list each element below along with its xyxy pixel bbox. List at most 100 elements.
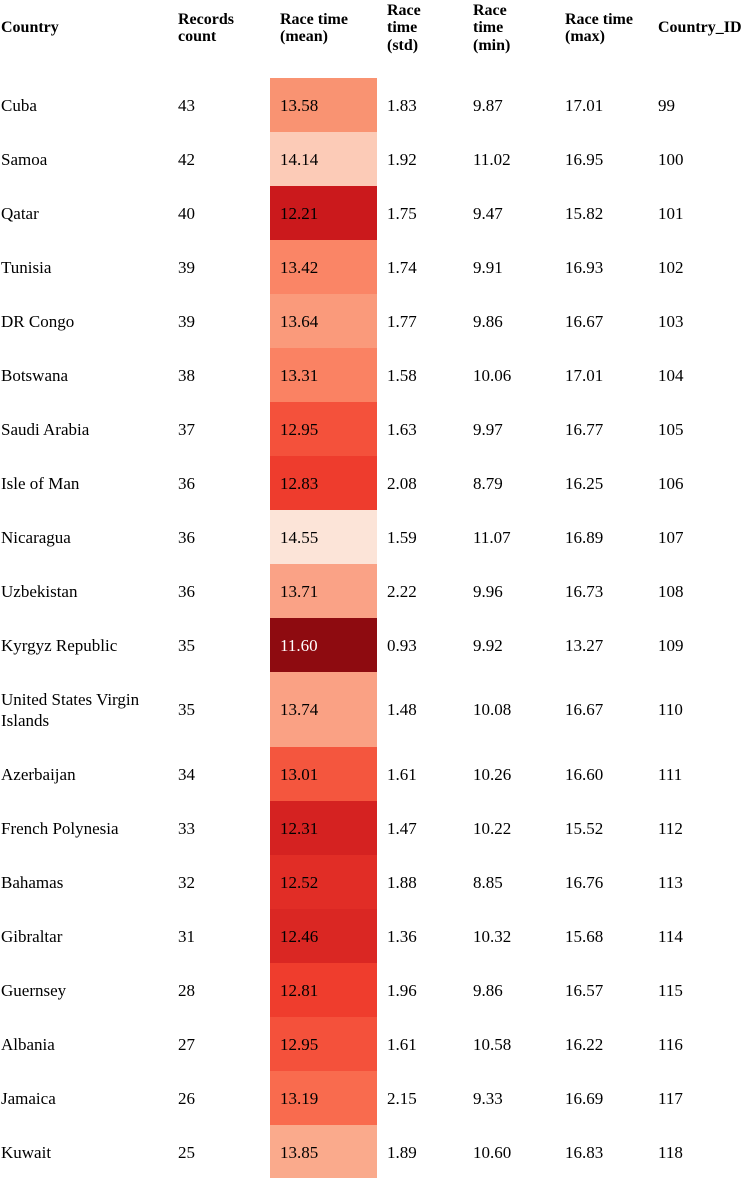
race-time-mean-heatmap-cell: 13.58 <box>270 78 377 132</box>
race-time-max-cell: 16.73 <box>565 581 604 601</box>
table-row: DR Congo 39 13.64 1.77 9.86 16.67 103 <box>0 294 750 348</box>
race-time-std-cell: 1.96 <box>387 980 417 1000</box>
records-count-cell: 35 <box>178 700 195 719</box>
race-time-min-cell: 8.79 <box>473 473 503 493</box>
race-time-min-cell: 9.96 <box>473 581 503 601</box>
table-row: Bahamas 32 12.52 1.88 8.85 16.76 113 <box>0 855 750 909</box>
country-cell: Tunisia <box>1 257 52 277</box>
country-id-cell: 109 <box>658 635 684 655</box>
table-row: Tunisia 39 13.42 1.74 9.91 16.93 102 <box>0 240 750 294</box>
race-time-mean-heatmap-cell: 14.55 <box>270 510 377 564</box>
country-id-cell: 105 <box>658 419 684 439</box>
records-count-cell: 32 <box>178 872 195 892</box>
race-time-min-cell: 10.60 <box>473 1142 512 1162</box>
race-time-min-cell: 10.08 <box>473 700 512 719</box>
country-id-cell: 106 <box>658 473 684 493</box>
table-row: Azerbaijan 34 13.01 1.61 10.26 16.60 111 <box>0 747 750 801</box>
race-time-max-cell: 16.93 <box>565 257 604 277</box>
race-time-min-cell: 8.85 <box>473 872 503 892</box>
race-time-std-cell: 1.74 <box>387 257 417 277</box>
records-count-cell: 31 <box>178 926 195 946</box>
race-time-min-cell: 9.91 <box>473 257 503 277</box>
country-cell: Kyrgyz Republic <box>1 635 118 655</box>
records-count-cell: 27 <box>178 1034 195 1054</box>
race-time-std-cell: 1.75 <box>387 203 417 223</box>
race-time-mean-heatmap-cell: 13.31 <box>270 348 377 402</box>
race-time-max-cell: 16.69 <box>565 1088 604 1108</box>
race-time-min-cell: 10.26 <box>473 764 512 784</box>
records-count-cell: 26 <box>178 1088 195 1108</box>
country-cell: Kuwait <box>1 1142 52 1162</box>
race-time-min-cell: 10.22 <box>473 818 512 838</box>
column-header-race-time-min: Race time (min) <box>473 1 511 54</box>
race-time-min-cell: 9.97 <box>473 419 503 439</box>
country-id-cell: 114 <box>658 926 683 946</box>
table-row: Uzbekistan 36 13.71 2.22 9.96 16.73 108 <box>0 564 750 618</box>
records-count-cell: 36 <box>178 473 195 493</box>
race-time-max-cell: 16.60 <box>565 764 604 784</box>
race-time-min-cell: 9.86 <box>473 311 503 331</box>
records-count-cell: 33 <box>178 818 195 838</box>
race-time-mean-heatmap-cell: 14.14 <box>270 132 377 186</box>
race-time-std-cell: 1.77 <box>387 311 417 331</box>
race-time-max-cell: 16.67 <box>565 700 604 719</box>
race-time-max-cell: 16.95 <box>565 149 604 169</box>
records-count-cell: 35 <box>178 635 195 655</box>
race-time-max-cell: 16.57 <box>565 980 604 1000</box>
race-time-mean-heatmap-cell: 13.71 <box>270 564 377 618</box>
race-time-max-cell: 16.25 <box>565 473 604 493</box>
country-id-cell: 117 <box>658 1088 683 1108</box>
race-time-std-cell: 2.22 <box>387 581 417 601</box>
table-row: Jamaica 26 13.19 2.15 9.33 16.69 117 <box>0 1071 750 1125</box>
table-row: Samoa 42 14.14 1.92 11.02 16.95 100 <box>0 132 750 186</box>
race-time-std-cell: 2.15 <box>387 1088 417 1108</box>
country-id-cell: 102 <box>658 257 684 277</box>
country-id-cell: 101 <box>658 203 684 223</box>
race-time-std-cell: 1.89 <box>387 1142 417 1162</box>
country-id-cell: 110 <box>658 700 683 719</box>
column-header-race-time-std: Race time (std) <box>387 1 421 54</box>
table-row: United States Virgin Islands 35 13.74 1.… <box>0 672 750 747</box>
records-count-cell: 36 <box>178 527 195 547</box>
race-time-min-cell: 10.32 <box>473 926 512 946</box>
country-cell: Nicaragua <box>1 527 71 547</box>
country-id-cell: 111 <box>658 764 683 784</box>
records-count-cell: 42 <box>178 149 195 169</box>
country-cell: Cuba <box>1 95 37 115</box>
country-cell: Albania <box>1 1034 55 1054</box>
race-time-min-cell: 9.33 <box>473 1088 503 1108</box>
records-count-cell: 43 <box>178 95 195 115</box>
race-time-mean-heatmap-cell: 13.85 <box>270 1125 377 1178</box>
race-time-mean-heatmap-cell: 12.46 <box>270 909 377 963</box>
country-id-cell: 115 <box>658 980 683 1000</box>
table-row: Cuba 43 13.58 1.83 9.87 17.01 99 <box>0 78 750 132</box>
race-time-max-cell: 15.52 <box>565 818 604 838</box>
race-time-max-cell: 16.22 <box>565 1034 604 1054</box>
country-id-cell: 116 <box>658 1034 683 1054</box>
race-time-std-cell: 1.92 <box>387 149 417 169</box>
table-row: Isle of Man 36 12.83 2.08 8.79 16.25 106 <box>0 456 750 510</box>
race-time-min-cell: 9.87 <box>473 95 503 115</box>
country-cell: Isle of Man <box>1 473 80 493</box>
country-id-cell: 104 <box>658 365 684 385</box>
race-time-min-cell: 9.86 <box>473 980 503 1000</box>
column-header-records-count: Records count <box>178 10 234 46</box>
table-row: French Polynesia 33 12.31 1.47 10.22 15.… <box>0 801 750 855</box>
records-count-cell: 25 <box>178 1142 195 1162</box>
records-count-cell: 40 <box>178 203 195 223</box>
race-time-std-cell: 1.88 <box>387 872 417 892</box>
race-time-std-cell: 1.61 <box>387 764 417 784</box>
header-row: Country Records count Race time (mean) R… <box>0 0 750 78</box>
country-cell: Qatar <box>1 203 39 223</box>
records-count-cell: 38 <box>178 365 195 385</box>
race-time-std-cell: 1.63 <box>387 419 417 439</box>
country-cell: Botswana <box>1 365 69 385</box>
records-count-cell: 39 <box>178 257 195 277</box>
race-time-min-cell: 10.06 <box>473 365 512 385</box>
race-time-std-cell: 1.36 <box>387 926 417 946</box>
race-time-mean-heatmap-cell: 12.95 <box>270 402 377 456</box>
column-header-country: Country <box>1 19 59 37</box>
race-time-std-cell: 2.08 <box>387 473 417 493</box>
